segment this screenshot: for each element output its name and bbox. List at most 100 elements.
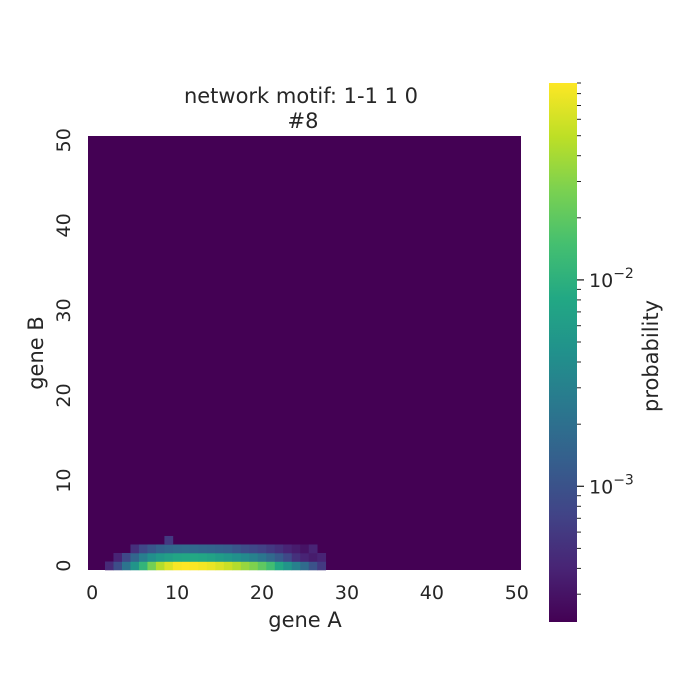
heatmap-cell: [317, 561, 327, 571]
heatmap-cell: [147, 561, 157, 571]
x-tick-labels: 0 10 20 30 40 50: [86, 582, 529, 604]
heatmap-cell: [223, 544, 233, 554]
heatmap-cell: [155, 544, 165, 554]
heatmap-cell: [266, 561, 276, 571]
heatmap-cell: [317, 552, 327, 562]
heatmap-cell: [113, 552, 123, 562]
heatmap-cell: [147, 544, 157, 554]
heatmap-cell: [181, 552, 191, 562]
heatmap-cell: [138, 552, 148, 562]
x-tick-label: 50: [505, 582, 529, 604]
heatmap-cell: [164, 535, 174, 545]
heatmap-cell: [223, 561, 233, 571]
heatmap-cell: [249, 552, 259, 562]
heatmap-cell: [172, 552, 182, 562]
heatmap-cell: [308, 544, 318, 554]
x-tick-label: 10: [165, 582, 189, 604]
colorbar-tick-label: 10−2: [589, 266, 634, 292]
heatmap-cell: [164, 561, 174, 571]
x-tick-label: 0: [86, 582, 98, 604]
heatmap-cell: [138, 544, 148, 554]
heatmap-cell: [155, 561, 165, 571]
heatmap-cell: [130, 544, 140, 554]
heatmap-cell: [274, 561, 284, 571]
x-axis-label: gene A: [268, 608, 342, 632]
heatmap-cell: [223, 552, 233, 562]
heatmap-cell: [198, 544, 208, 554]
y-axis-label: gene B: [24, 316, 48, 390]
heatmap-cell: [240, 561, 250, 571]
heatmap-background: [88, 136, 521, 570]
heatmap-cell: [308, 561, 318, 571]
heatmap-cell: [172, 544, 182, 554]
heatmap-cell: [189, 561, 199, 571]
heatmap-cell: [308, 552, 318, 562]
heatmap-cell: [198, 561, 208, 571]
heatmap-cell: [198, 552, 208, 562]
colorbar: 10−3 10−2 probability: [549, 82, 663, 622]
heatmap-cell: [232, 552, 242, 562]
heatmap-cell: [130, 561, 140, 571]
heatmap-cell: [257, 544, 267, 554]
heatmap-cell: [300, 544, 310, 554]
colorbar-label: probability: [639, 300, 663, 412]
heatmap-cell: [155, 552, 165, 562]
heatmap-cell: [257, 561, 267, 571]
heatmap-cell: [147, 552, 157, 562]
heatmap-cell: [121, 561, 131, 571]
heatmap-cell: [257, 552, 267, 562]
heatmap-cell: [121, 552, 131, 562]
x-tick-label: 20: [250, 582, 274, 604]
x-tick-label: 30: [335, 582, 359, 604]
heatmap-cell: [300, 561, 310, 571]
chart-title-line2: #8: [288, 109, 319, 133]
heatmap-cell: [249, 561, 259, 571]
heatmap-cell: [164, 544, 174, 554]
chart-title-line1: network motif: 1-1 1 0: [184, 84, 418, 108]
y-tick-label: 50: [53, 128, 75, 152]
y-tick-label: 0: [53, 560, 75, 572]
heatmap-cell: [113, 561, 123, 571]
y-tick-label: 30: [53, 298, 75, 322]
heatmap-cell: [291, 544, 301, 554]
heatmap-cell: [291, 552, 301, 562]
heatmap-cell: [232, 561, 242, 571]
y-tick-label: 20: [53, 383, 75, 407]
heatmap-cell: [215, 561, 225, 571]
y-tick-label: 40: [53, 213, 75, 237]
heatmap-cell: [172, 561, 182, 571]
y-tick-label: 10: [53, 469, 75, 493]
heatmap-cell: [215, 544, 225, 554]
heatmap-cell: [189, 544, 199, 554]
x-tick-label: 40: [420, 582, 444, 604]
heatmap-cell: [266, 552, 276, 562]
heatmap-cell: [181, 561, 191, 571]
heatmap-cell: [283, 544, 293, 554]
heatmap-plot-area: [88, 136, 521, 571]
heatmap-cell: [283, 552, 293, 562]
heatmap-cell: [283, 561, 293, 571]
colorbar-tick-label: 10−3: [589, 472, 634, 498]
heatmap-cell: [300, 552, 310, 562]
heatmap-cell: [249, 544, 259, 554]
y-tick-labels: 0 10 20 30 40 50: [53, 128, 75, 572]
heatmap-cell: [130, 552, 140, 562]
heatmap-cell: [291, 561, 301, 571]
heatmap-cell: [206, 544, 216, 554]
heatmap-cell: [206, 561, 216, 571]
heatmap-cell: [274, 552, 284, 562]
heatmap-cell: [189, 552, 199, 562]
heatmap-cell: [215, 552, 225, 562]
heatmap-cell: [104, 561, 114, 571]
colorbar-ticks: 10−3 10−2: [577, 82, 634, 595]
heatmap-cell: [274, 544, 284, 554]
heatmap-cell: [164, 552, 174, 562]
heatmap-cell: [266, 544, 276, 554]
heatmap-cell: [181, 544, 191, 554]
heatmap-cell: [240, 552, 250, 562]
heatmap-cell: [232, 544, 242, 554]
heatmap-cell: [240, 544, 250, 554]
heatmap-cells: [104, 535, 327, 571]
heatmap-cell: [138, 561, 148, 571]
